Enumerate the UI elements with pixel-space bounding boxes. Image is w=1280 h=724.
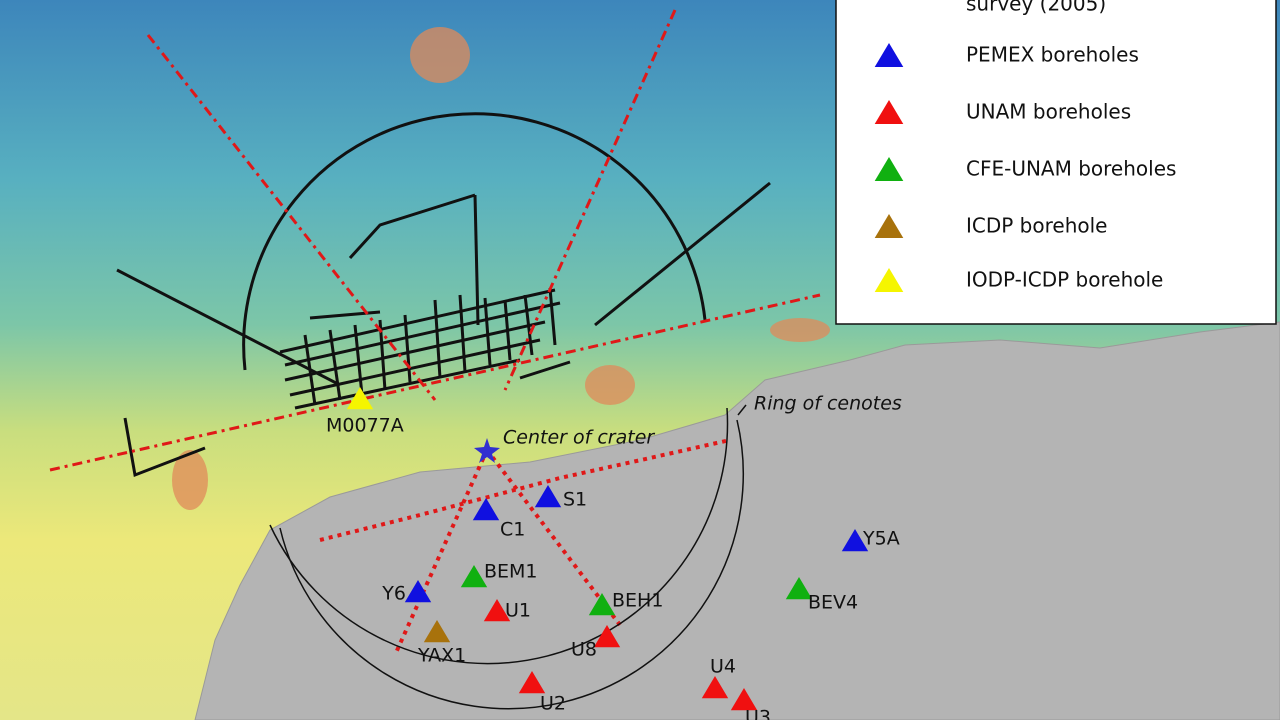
borehole-label: Y5A — [862, 528, 900, 550]
legend-label: CFE-UNAM boreholes — [966, 157, 1176, 181]
legend-label: UNAM boreholes — [966, 100, 1131, 124]
legend-label: PEMEX boreholes — [966, 43, 1139, 67]
borehole-label: M0077A — [326, 415, 404, 437]
crater-center — [474, 438, 500, 463]
borehole — [460, 565, 488, 588]
borehole-label: Y6 — [381, 583, 406, 605]
borehole — [588, 593, 616, 616]
borehole-label: BEH1 — [612, 590, 663, 612]
legend-cut-item: survey (2005) — [966, 0, 1106, 16]
borehole — [346, 387, 374, 410]
borehole-label: U4 — [710, 656, 736, 678]
borehole-label: U8 — [571, 639, 597, 661]
borehole — [730, 688, 758, 711]
legend: survey (2005) PEMEX boreholes UNAM boreho… — [835, 0, 1277, 325]
legend-symbol — [874, 100, 904, 125]
borehole-label: BEV4 — [808, 592, 858, 614]
borehole-label: YAX1 — [417, 645, 466, 667]
borehole — [841, 529, 869, 552]
borehole — [404, 580, 432, 603]
cenote-ring — [269, 404, 747, 710]
crater-profiles — [319, 438, 731, 656]
survey-lines — [116, 112, 771, 478]
boreholes: S1 C1 Y6 Y5A U1 U8 U2 U4 U3 BEM1 BEH1 BEV4 YAX1 M0077… — [326, 387, 900, 724]
borehole-label: U2 — [540, 693, 566, 715]
borehole — [423, 620, 451, 643]
borehole-label: U1 — [505, 600, 531, 622]
borehole — [534, 485, 562, 508]
borehole — [472, 498, 500, 521]
borehole — [518, 671, 546, 694]
borehole — [785, 577, 813, 600]
borehole-label: BEM1 — [484, 561, 538, 583]
ring-label: Ring of cenotes — [754, 393, 902, 415]
borehole — [483, 599, 511, 622]
center-label: Center of crater — [503, 427, 655, 449]
legend-symbol — [874, 157, 904, 182]
legend-symbol — [874, 43, 904, 68]
borehole-label: C1 — [500, 519, 525, 541]
borehole — [593, 625, 621, 648]
legend-symbol — [874, 268, 904, 293]
borehole-label: S1 — [563, 489, 587, 511]
legend-symbol — [874, 214, 904, 239]
legend-box — [835, 0, 1277, 325]
land — [194, 321, 1280, 721]
legend-label: ICDP borehole — [966, 214, 1107, 238]
profile-lines — [49, 9, 821, 472]
borehole-label: U3 — [745, 707, 771, 721]
legend-label: IODP-ICDP borehole — [966, 268, 1163, 292]
borehole — [701, 676, 729, 699]
